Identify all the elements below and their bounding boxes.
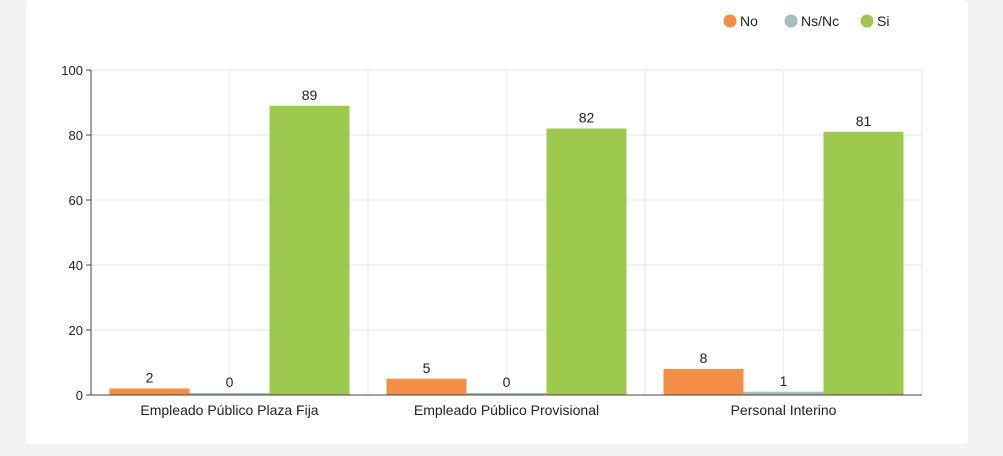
data-label: 0: [226, 374, 234, 390]
y-tick-label: 20: [69, 323, 83, 338]
x-tick-label: Empleado Público Provisional: [414, 402, 599, 418]
bar-si[interactable]: [269, 105, 350, 395]
bar-no[interactable]: [109, 388, 190, 396]
legend-marker[interactable]: [784, 14, 798, 28]
y-tick-labels: 0 20 40 60 80 100: [61, 63, 83, 403]
data-label: 0: [503, 374, 511, 390]
y-tick-label: 0: [76, 388, 83, 403]
x-tick-label: Personal Interino: [731, 402, 837, 418]
bars: [109, 105, 904, 396]
data-label: 81: [856, 113, 872, 129]
legend-label[interactable]: No: [740, 13, 758, 29]
legend-marker[interactable]: [723, 14, 737, 28]
legend: No Ns/Nc Si: [723, 13, 889, 29]
y-tick-label: 100: [61, 63, 83, 78]
x-tick-label: Empleado Público Plaza Fija: [140, 402, 318, 418]
bar-si[interactable]: [823, 131, 904, 395]
gridlines: [91, 69, 923, 395]
data-label: 5: [423, 360, 431, 376]
legend-label[interactable]: Si: [877, 13, 889, 29]
bar-ns-nc[interactable]: [743, 391, 824, 395]
x-tick-labels: Empleado Público Plaza Fija Empleado Públ…: [140, 402, 836, 418]
bar-si[interactable]: [546, 128, 627, 396]
legend-marker[interactable]: [860, 14, 874, 28]
bar-no[interactable]: [386, 378, 467, 395]
data-label: 89: [302, 87, 318, 103]
chart-card: [26, 0, 968, 444]
data-label: 82: [579, 110, 595, 126]
bar-ns-nc[interactable]: [189, 393, 270, 395]
y-tick-label: 80: [69, 128, 83, 143]
axes: [86, 69, 922, 396]
data-label: 8: [700, 350, 708, 366]
data-label: 2: [146, 370, 154, 386]
y-tick-label: 60: [69, 193, 83, 208]
bar-ns-nc[interactable]: [466, 393, 547, 395]
bar-no[interactable]: [663, 369, 744, 395]
data-label: 1: [780, 373, 788, 389]
y-tick-label: 40: [69, 258, 83, 273]
legend-label[interactable]: Ns/Nc: [801, 13, 839, 29]
